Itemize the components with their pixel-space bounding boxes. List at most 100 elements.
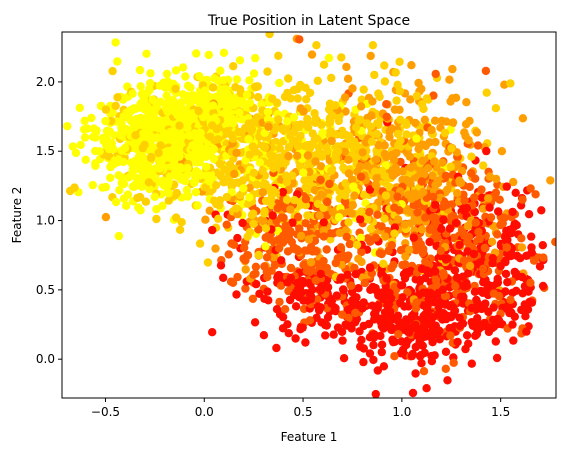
scatter-point	[421, 257, 430, 266]
scatter-point	[409, 233, 418, 242]
scatter-point	[377, 340, 387, 349]
scatter-point	[234, 127, 243, 137]
scatter-point	[518, 114, 528, 123]
scatter-point	[423, 164, 433, 173]
scatter-point	[512, 269, 521, 278]
scatter-point	[145, 86, 154, 95]
scatter-point	[467, 303, 476, 313]
scatter-point	[333, 146, 343, 156]
scatter-point	[156, 141, 165, 150]
scatter-point	[441, 347, 451, 356]
scatter-point	[319, 232, 328, 241]
scatter-point	[107, 160, 117, 169]
scatter-point	[526, 278, 535, 287]
scatter-point	[443, 376, 452, 385]
scatter-point	[162, 91, 171, 100]
scatter-point	[442, 117, 451, 126]
scatter-point	[336, 273, 346, 282]
scatter-point	[411, 118, 420, 128]
scatter-point	[280, 305, 290, 314]
scatter-point	[438, 158, 447, 167]
scatter-point	[358, 148, 367, 157]
scatter-point	[255, 289, 264, 298]
scatter-point	[117, 120, 126, 129]
scatter-point	[135, 65, 145, 75]
scatter-point	[128, 167, 137, 177]
scatter-point	[113, 57, 122, 66]
scatter-point	[130, 180, 140, 190]
scatter-point	[495, 195, 504, 204]
scatter-point	[230, 101, 239, 110]
scatter-point	[300, 246, 310, 255]
scatter-point	[304, 278, 314, 288]
scatter-point	[106, 173, 115, 182]
scatter-point	[220, 84, 230, 94]
scatter-point	[282, 228, 291, 237]
scatter-point	[341, 191, 350, 200]
scatter-point	[91, 161, 100, 171]
scatter-point	[412, 91, 422, 101]
scatter-point	[521, 312, 530, 321]
scatter-point	[89, 124, 99, 133]
scatter-point	[345, 132, 354, 141]
scatter-point	[493, 274, 502, 283]
scatter-point	[312, 134, 321, 143]
scatter-point	[318, 128, 327, 137]
scatter-point	[380, 77, 390, 86]
scatter-point	[369, 340, 378, 350]
scatter-point	[381, 191, 391, 200]
scatter-point	[252, 180, 261, 189]
scatter-point	[401, 252, 410, 261]
scatter-point	[467, 169, 476, 178]
scatter-point	[359, 357, 368, 367]
scatter-point	[448, 64, 457, 74]
scatter-point	[127, 158, 136, 167]
scatter-point	[138, 90, 147, 99]
scatter-point	[485, 172, 495, 181]
scatter-point	[369, 355, 378, 365]
scatter-point	[477, 193, 487, 202]
x-tick-label: 0.5	[294, 405, 313, 419]
scatter-point	[412, 298, 421, 307]
scatter-point	[349, 182, 358, 191]
scatter-point	[371, 180, 380, 189]
scatter-point	[312, 41, 321, 50]
scatter-point	[379, 362, 389, 371]
scatter-point	[507, 224, 517, 234]
scatter-point	[470, 193, 479, 202]
scatter-point	[303, 151, 313, 160]
scatter-point	[356, 162, 365, 171]
scatter-point	[465, 261, 475, 271]
scatter-point	[288, 218, 297, 227]
scatter-point	[511, 188, 520, 197]
scatter-point	[123, 190, 133, 199]
scatter-point	[425, 138, 434, 147]
scatter-point	[345, 239, 354, 249]
scatter-point	[117, 173, 126, 182]
scatter-point	[137, 182, 146, 191]
scatter-point	[243, 199, 253, 208]
scatter-point	[186, 83, 195, 92]
scatter-point	[455, 313, 464, 322]
scatter-point	[332, 291, 341, 300]
scatter-point	[328, 207, 337, 217]
scatter-point	[383, 311, 393, 320]
scatter-point	[115, 186, 124, 195]
scatter-point	[288, 171, 297, 180]
scatter-point	[390, 223, 399, 232]
scatter-point	[303, 211, 312, 220]
scatter-point	[259, 331, 269, 340]
scatter-point	[269, 252, 278, 262]
scatter-point	[275, 78, 284, 88]
scatter-point	[146, 153, 156, 163]
scatter-point	[366, 224, 376, 233]
scatter-point	[301, 194, 311, 204]
scatter-point	[111, 197, 121, 207]
scatter-point	[343, 270, 352, 279]
scatter-point	[319, 218, 328, 227]
y-axis-label: Feature 2	[10, 187, 24, 244]
scatter-point	[76, 140, 85, 150]
scatter-point	[467, 359, 476, 368]
scatter-point	[75, 103, 85, 113]
scatter-point	[372, 129, 382, 139]
